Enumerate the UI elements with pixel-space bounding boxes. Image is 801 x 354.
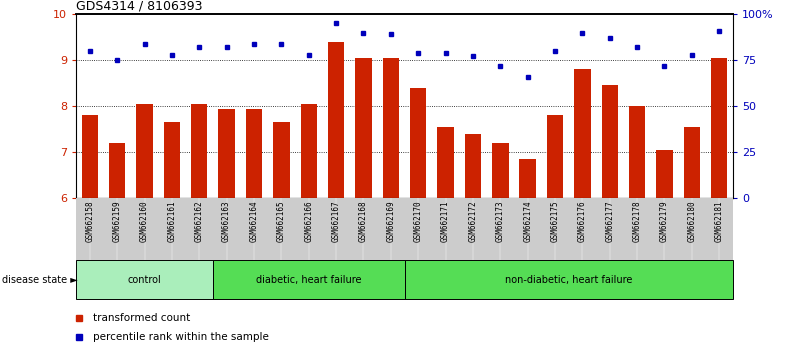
Bar: [136, 104, 153, 198]
Text: GSM662173: GSM662173: [496, 200, 505, 242]
Text: diabetic, heart failure: diabetic, heart failure: [256, 275, 361, 285]
Bar: [519, 159, 536, 198]
Text: non-diabetic, heart failure: non-diabetic, heart failure: [505, 275, 633, 285]
Text: GSM662160: GSM662160: [140, 200, 149, 242]
Text: GSM662158: GSM662158: [85, 200, 95, 242]
Text: GSM662159: GSM662159: [113, 200, 122, 242]
Bar: [656, 150, 673, 198]
Bar: [629, 106, 646, 198]
Text: control: control: [127, 275, 161, 285]
Bar: [163, 122, 180, 198]
Bar: [711, 58, 727, 198]
Bar: [465, 134, 481, 198]
Bar: [213, 260, 405, 299]
Text: GSM662171: GSM662171: [441, 200, 450, 242]
Bar: [82, 115, 98, 198]
Text: GSM662174: GSM662174: [523, 200, 532, 242]
Text: GSM662179: GSM662179: [660, 200, 669, 242]
Bar: [191, 104, 207, 198]
Bar: [300, 104, 317, 198]
Bar: [492, 143, 509, 198]
Text: GSM662169: GSM662169: [386, 200, 396, 242]
Text: GSM662180: GSM662180: [687, 200, 696, 242]
Bar: [437, 127, 453, 198]
Bar: [273, 122, 290, 198]
Text: GSM662164: GSM662164: [249, 200, 259, 242]
Bar: [328, 42, 344, 198]
Text: GSM662178: GSM662178: [633, 200, 642, 242]
Bar: [76, 260, 213, 299]
Text: disease state ►: disease state ►: [2, 275, 78, 285]
Bar: [602, 86, 618, 198]
Text: GSM662177: GSM662177: [606, 200, 614, 242]
Bar: [246, 108, 262, 198]
Bar: [410, 88, 426, 198]
Bar: [547, 115, 563, 198]
Text: GSM662165: GSM662165: [277, 200, 286, 242]
Text: GSM662168: GSM662168: [359, 200, 368, 242]
Text: GSM662181: GSM662181: [714, 200, 724, 242]
Bar: [356, 58, 372, 198]
Text: GSM662167: GSM662167: [332, 200, 340, 242]
Text: GSM662175: GSM662175: [550, 200, 560, 242]
Text: GSM662166: GSM662166: [304, 200, 313, 242]
Text: transformed count: transformed count: [93, 313, 190, 323]
Text: GSM662163: GSM662163: [222, 200, 231, 242]
Text: GSM662172: GSM662172: [469, 200, 477, 242]
Text: GSM662162: GSM662162: [195, 200, 203, 242]
Text: GSM662170: GSM662170: [413, 200, 423, 242]
Text: GDS4314 / 8106393: GDS4314 / 8106393: [76, 0, 203, 13]
Bar: [683, 127, 700, 198]
Bar: [383, 58, 399, 198]
Text: GSM662176: GSM662176: [578, 200, 587, 242]
Text: GSM662161: GSM662161: [167, 200, 176, 242]
Text: percentile rank within the sample: percentile rank within the sample: [93, 332, 268, 342]
Bar: [405, 260, 733, 299]
Bar: [574, 69, 590, 198]
Bar: [109, 143, 126, 198]
Bar: [219, 108, 235, 198]
